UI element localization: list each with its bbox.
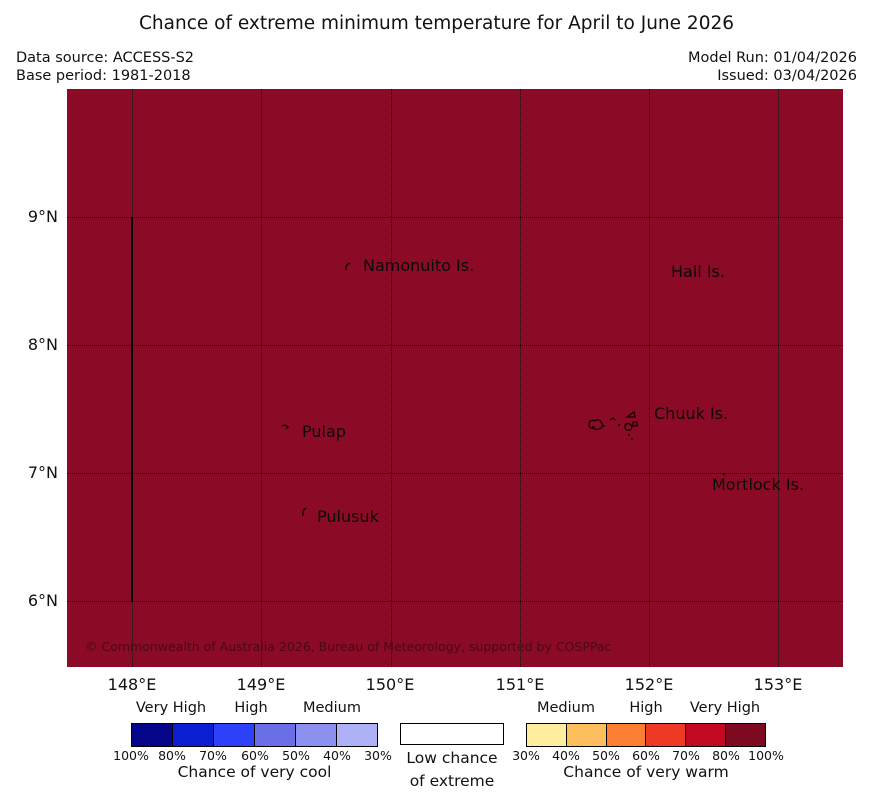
cool-color-bar: [131, 723, 378, 747]
gridline-6n: [67, 601, 843, 602]
warm-seg-40: [566, 724, 607, 746]
issued-text: Issued: 03/04/2026: [717, 67, 857, 84]
low-chance-box: [400, 723, 504, 745]
cool-tick-40: 40%: [323, 748, 351, 763]
island-label-pulap: Pulap: [302, 422, 346, 441]
cool-tick-80: 80%: [158, 748, 186, 763]
source-info: Data source: ACCESS-S2 Base period: 1981…: [16, 50, 194, 85]
gridline-151e: [520, 89, 521, 667]
figure-title: Chance of extreme minimum temperature fo…: [139, 13, 734, 34]
forecast-map: Namonuito Is. Hall Is. Pulap Chuuk Is. M…: [67, 89, 843, 667]
island-label-mortlock: Mortlock Is.: [712, 475, 804, 494]
cool-seg-80: [173, 724, 214, 746]
cool-seg-40: [337, 724, 377, 746]
warm-header-very-high: Very High: [689, 700, 761, 716]
pulusuk-island-mark: [302, 507, 307, 517]
cool-seg-50: [296, 724, 337, 746]
x-axis-label-153e: 153°E: [753, 675, 803, 694]
cool-caption: Chance of very cool: [177, 763, 332, 781]
warm-tick-40: 40%: [552, 748, 580, 763]
cool-tick-70: 70%: [199, 748, 227, 763]
warm-seg-80: [726, 724, 765, 746]
cool-tick-100: 100%: [113, 748, 149, 763]
warm-tick-70: 70%: [672, 748, 700, 763]
island-label-hall: Hall Is.: [671, 262, 725, 281]
warm-tick-60: 60%: [632, 748, 660, 763]
warm-caption: Chance of very warm: [563, 763, 729, 781]
low-chance-line1: Low chance: [406, 749, 498, 767]
cool-header-medium: Medium: [303, 700, 361, 716]
warm-color-bar: [526, 723, 766, 747]
base-period-text: Base period: 1981-2018: [16, 67, 191, 84]
copyright-text: © Commonwealth of Australia 2026, Bureau…: [85, 639, 612, 654]
region-boundary-line: [131, 217, 133, 602]
pulap-island-mark: [281, 424, 289, 430]
warm-tick-30: 30%: [512, 748, 540, 763]
cool-tick-30: 30%: [364, 748, 392, 763]
warm-tick-100: 100%: [748, 748, 784, 763]
warm-seg-50: [606, 724, 647, 746]
warm-header-medium: Medium: [537, 700, 595, 716]
y-axis-label-7n: 7°N: [27, 463, 58, 482]
gridline-150e: [391, 89, 392, 667]
gridline-149e: [261, 89, 262, 667]
y-axis-label-8n: 8°N: [27, 335, 58, 354]
x-axis-label-151e: 151°E: [495, 675, 545, 694]
cool-tick-60: 60%: [241, 748, 269, 763]
x-axis-label-152e: 152°E: [624, 675, 674, 694]
cool-header-very-high: Very High: [135, 700, 207, 716]
x-axis-label-150e: 150°E: [365, 675, 415, 694]
x-axis-label-149e: 149°E: [236, 675, 286, 694]
data-source-text: Data source: ACCESS-S2: [16, 50, 195, 66]
gridline-9n: [67, 217, 843, 218]
gridline-153e: [778, 89, 779, 667]
cool-seg-70: [214, 724, 255, 746]
y-axis-label-6n: 6°N: [27, 591, 58, 610]
cool-seg-60: [255, 724, 296, 746]
warm-seg-30: [527, 724, 567, 746]
low-chance-line2: of extreme: [409, 772, 495, 790]
gridline-8n: [67, 345, 843, 346]
cool-header-high: High: [234, 700, 268, 716]
mortlock-island-mark: [722, 472, 726, 476]
run-info: Model Run: 01/04/2026 Issued: 03/04/2026: [688, 50, 857, 85]
cool-tick-50: 50%: [282, 748, 310, 763]
warm-seg-70: [686, 724, 727, 746]
warm-tick-50: 50%: [592, 748, 620, 763]
warm-header-high: High: [629, 700, 663, 716]
x-axis-label-148e: 148°E: [107, 675, 157, 694]
island-label-chuuk: Chuuk Is.: [654, 404, 729, 423]
island-label-namonuito: Namonuito Is.: [363, 256, 475, 275]
gridline-7n: [67, 473, 843, 474]
cool-seg-100: [132, 724, 173, 746]
y-axis-label-9n: 9°N: [27, 207, 58, 226]
gridline-152e: [649, 89, 650, 667]
island-label-pulusuk: Pulusuk: [317, 507, 379, 526]
model-run-text: Model Run: 01/04/2026: [687, 50, 857, 66]
chuuk-islands-cluster: [588, 410, 638, 440]
namonuito-island-mark: [345, 262, 351, 271]
warm-tick-80: 80%: [712, 748, 740, 763]
warm-seg-60: [646, 724, 687, 746]
